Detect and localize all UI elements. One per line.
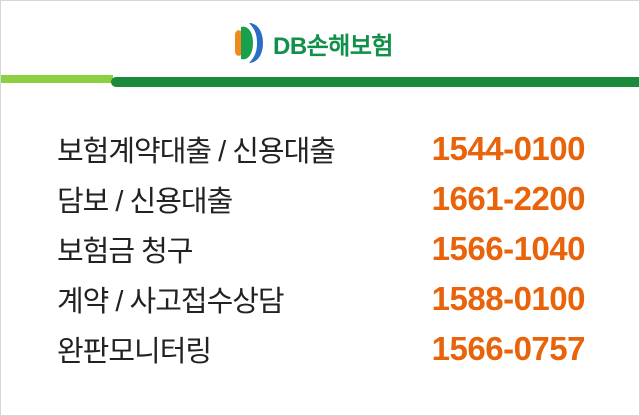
contact-list: 보험계약대출 / 신용대출 1544-0100 담보 / 신용대출 1661-2… (57, 124, 586, 374)
db-logo-mark-icon (235, 23, 263, 63)
header-divider (1, 73, 639, 87)
contact-row: 담보 / 신용대출 1661-2200 (57, 174, 586, 224)
contact-phone[interactable]: 1661-2200 (431, 180, 586, 217)
contact-label: 완판모니터링 (57, 336, 212, 368)
divider-accent-light (1, 75, 113, 83)
contact-row: 보험계약대출 / 신용대출 1544-0100 (57, 124, 586, 174)
contact-phone[interactable]: 1566-0757 (431, 330, 586, 367)
contact-label: 담보 / 신용대출 (57, 186, 233, 218)
brand-name: DB손해보험 (273, 26, 394, 61)
brand-suffix: 손해보험 (306, 32, 394, 60)
contact-phone[interactable]: 1544-0100 (431, 130, 586, 167)
contact-row: 계약 / 사고접수상담 1588-0100 (57, 274, 586, 324)
contact-phone[interactable]: 1588-0100 (431, 280, 586, 317)
divider-accent-dark (111, 77, 639, 87)
contact-row: 보험금 청구 1566-1040 (57, 224, 586, 274)
brand-prefix: DB (273, 32, 307, 60)
contact-label: 보험금 청구 (57, 236, 193, 268)
contact-label: 보험계약대출 / 신용대출 (57, 136, 336, 168)
contact-phone[interactable]: 1566-1040 (431, 230, 586, 267)
contact-label: 계약 / 사고접수상담 (57, 286, 285, 318)
brand-logo: DB손해보험 (231, 21, 394, 65)
contact-row: 완판모니터링 1566-0757 (57, 324, 586, 374)
